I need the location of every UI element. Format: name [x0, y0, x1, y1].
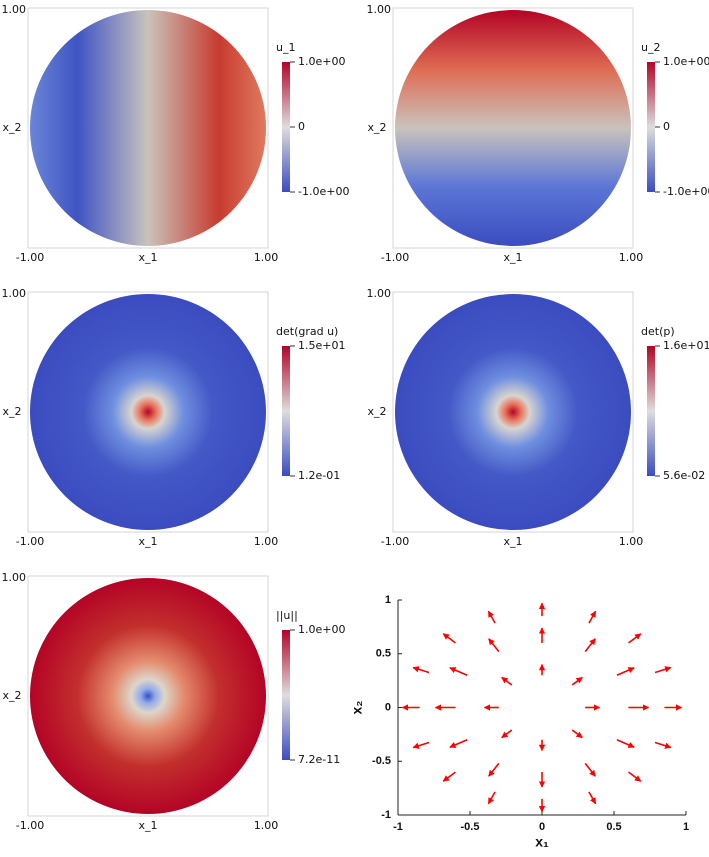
- colorbar-tick-label: 1.0e+00: [298, 623, 345, 636]
- x-tick-label: 1.00: [619, 251, 644, 264]
- quiver-panel: -1 -0.5 0 0.5 1 -1 -0.5 0 0.5 1 x₁ x₂: [349, 594, 689, 850]
- field-disk: [395, 294, 631, 530]
- y-tick-label: 0.5: [376, 648, 391, 660]
- y-tick-label: 1.00: [367, 3, 392, 16]
- arrow: [413, 668, 429, 673]
- arrow: [502, 677, 512, 685]
- x-tick-label: -1.00: [16, 535, 44, 548]
- y-tick-label: 1: [385, 594, 391, 606]
- arrow: [489, 763, 499, 776]
- x-tick-label: 0.5: [606, 821, 621, 833]
- field-disk: [395, 10, 631, 246]
- arrow: [585, 763, 595, 776]
- x-axis-label: x_1: [503, 251, 522, 264]
- arrow: [488, 611, 495, 623]
- x-tick-label: -1.00: [16, 819, 44, 832]
- arrow: [572, 677, 582, 685]
- y-tick-label: -0.5: [372, 755, 391, 767]
- x-axis-label: x₁: [535, 834, 549, 850]
- colorbar-tick-label: 7.2e-11: [298, 753, 340, 766]
- x-tick-label: 1.00: [254, 535, 279, 548]
- x-tick-label: 1.00: [254, 251, 279, 264]
- field-panel: -1.00 1.00 1.00 x_1 x_2 det(grad u)1.5e+01 1.2…: [2, 287, 346, 548]
- colorbar-title: ||u||: [276, 609, 298, 622]
- x-axis-label: x_1: [138, 535, 157, 548]
- field-disk: [30, 10, 266, 246]
- arrow: [655, 668, 671, 673]
- y-axis-label: x_2: [367, 405, 386, 418]
- x-tick-label: 0: [539, 821, 545, 833]
- arrow: [617, 668, 634, 676]
- x-tick-label: -1.00: [381, 535, 409, 548]
- field-panel: -1.00 1.00 1.00 x_1 x_2 u_21.0e+00 0 -1.0e+00: [367, 3, 709, 264]
- arrow: [655, 743, 671, 748]
- colorbar-tick-label: 1.0e+00: [298, 55, 345, 68]
- arrow: [589, 792, 596, 804]
- x-axis-label: x_1: [138, 819, 157, 832]
- y-axis-label: x₂: [349, 700, 365, 714]
- arrow: [617, 740, 634, 748]
- colorbar-title: u_2: [641, 41, 660, 54]
- colorbar-title: det(grad u): [276, 325, 338, 338]
- field-panel: -1.00 1.00 1.00 x_1 x_2 u_11.0e+00 0 -1.0e+00: [2, 3, 350, 264]
- colorbar-tick-label: -1.0e+00: [663, 185, 709, 198]
- x-tick-label: -1: [393, 821, 403, 833]
- arrow: [488, 792, 495, 804]
- colorbar-tick-label: 1.6e+01: [663, 339, 709, 352]
- x-tick-label: 1: [683, 821, 689, 833]
- field-panel: -1.00 1.00 1.00 x_1 x_2 ||u||1.0e+00 7.2e-11: [2, 571, 346, 832]
- y-axis-label: x_2: [2, 405, 21, 418]
- colorbar-tick-label: -1.0e+00: [298, 185, 349, 198]
- colorbar: [282, 630, 290, 760]
- arrow: [502, 730, 512, 738]
- y-tick-label: 1.00: [367, 287, 392, 300]
- colorbar-tick-label: 1.2e-01: [298, 469, 340, 482]
- colorbar-tick-label: 5.6e-02: [663, 469, 705, 482]
- colorbar-tick-label: 1.0e+00: [663, 55, 709, 68]
- arrow: [450, 740, 467, 748]
- y-axis-label: x_2: [367, 121, 386, 134]
- y-tick-label: -1: [381, 809, 391, 821]
- y-tick-label: 1.00: [2, 287, 27, 300]
- x-tick-label: -1.00: [16, 251, 44, 264]
- colorbar-title: det(p): [641, 325, 675, 338]
- colorbar: [282, 62, 290, 192]
- arrow: [489, 639, 499, 652]
- colorbar: [647, 346, 655, 476]
- x-axis-label: x_1: [503, 535, 522, 548]
- colorbar: [282, 346, 290, 476]
- arrow: [629, 772, 641, 781]
- x-tick-label: 1.00: [254, 819, 279, 832]
- arrow: [443, 634, 455, 643]
- x-axis-label: x_1: [138, 251, 157, 264]
- x-tick-label: -0.5: [461, 821, 480, 833]
- y-axis-label: x_2: [2, 689, 21, 702]
- arrow: [413, 743, 429, 748]
- field-disk: [30, 578, 266, 814]
- field-panel: -1.00 1.00 1.00 x_1 x_2 det(p)1.6e+01 5.6e-02: [367, 287, 709, 548]
- x-tick-label: 1.00: [619, 535, 644, 548]
- arrow: [589, 611, 596, 623]
- y-tick-label: 1.00: [2, 3, 27, 16]
- y-tick-label: 1.00: [2, 571, 27, 584]
- field-disk: [30, 294, 266, 530]
- y-tick-label: 0: [385, 701, 391, 713]
- arrow: [629, 634, 641, 643]
- arrow: [585, 639, 595, 652]
- x-tick-label: -1.00: [381, 251, 409, 264]
- y-axis-label: x_2: [2, 121, 21, 134]
- colorbar: [647, 62, 655, 192]
- arrow: [443, 772, 455, 781]
- colorbar-tick-label: 0: [298, 120, 305, 133]
- colorbar-tick-label: 1.5e+01: [298, 339, 345, 352]
- colorbar-title: u_1: [276, 41, 295, 54]
- colorbar-tick-label: 0: [663, 120, 670, 133]
- arrow: [572, 730, 582, 738]
- arrow: [450, 668, 467, 676]
